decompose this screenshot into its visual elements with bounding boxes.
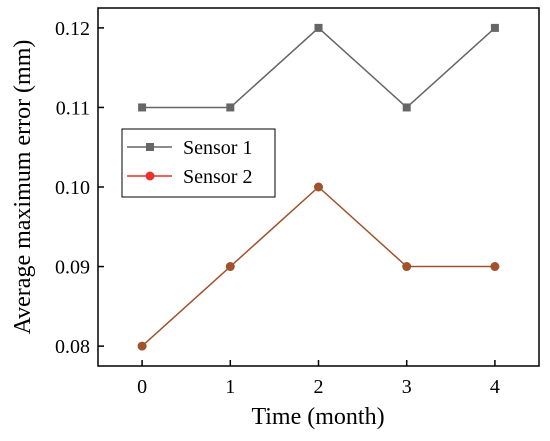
x-ticks: 0 1 2 3 4 <box>137 360 500 398</box>
legend-marker-sensor-1 <box>146 143 154 151</box>
y-tick-label: 0.09 <box>55 257 90 279</box>
y-tick-label: 0.10 <box>55 177 90 199</box>
series-layer <box>137 23 500 351</box>
legend-label-sensor-1: Sensor 1 <box>183 137 252 159</box>
data-point-sensor-1 <box>226 103 235 112</box>
data-point-sensor-2 <box>314 182 323 192</box>
x-tick-label: 4 <box>490 376 500 398</box>
legend-marker-sensor-2 <box>145 171 155 181</box>
y-tick-label: 0.12 <box>55 18 90 40</box>
legend-box <box>121 128 276 198</box>
legend-label-sensor-2: Sensor 2 <box>183 166 252 188</box>
y-tick-label: 0.11 <box>56 97 90 119</box>
y-ticks: 0.08 0.09 0.10 0.11 0.12 <box>55 18 104 358</box>
series-line-sensor-1 <box>142 26 496 109</box>
data-point-sensor-1 <box>138 103 147 112</box>
x-axis: 0 1 2 3 4 <box>137 360 500 398</box>
y-tick-label: 0.08 <box>55 336 90 358</box>
legend: Sensor 1 Sensor 2 <box>121 128 276 198</box>
data-point-sensor-2 <box>402 262 412 272</box>
x-axis-title: Time (month) <box>251 404 384 430</box>
x-tick-label: 2 <box>314 376 324 398</box>
data-point-sensor-1 <box>490 23 499 32</box>
y-axis-title: Average maximum error (mm) <box>10 40 36 335</box>
data-point-sensor-2 <box>137 341 147 351</box>
x-tick-label: 1 <box>225 376 235 398</box>
x-tick-label: 0 <box>137 376 147 398</box>
data-point-sensor-2 <box>490 262 500 272</box>
y-axis: 0.08 0.09 0.10 0.11 0.12 <box>55 18 104 358</box>
series-line-sensor-2 <box>141 185 495 347</box>
x-tick-label: 3 <box>402 376 412 398</box>
data-point-sensor-1 <box>314 23 323 32</box>
data-point-sensor-1 <box>402 103 411 112</box>
data-point-sensor-2 <box>225 262 235 272</box>
